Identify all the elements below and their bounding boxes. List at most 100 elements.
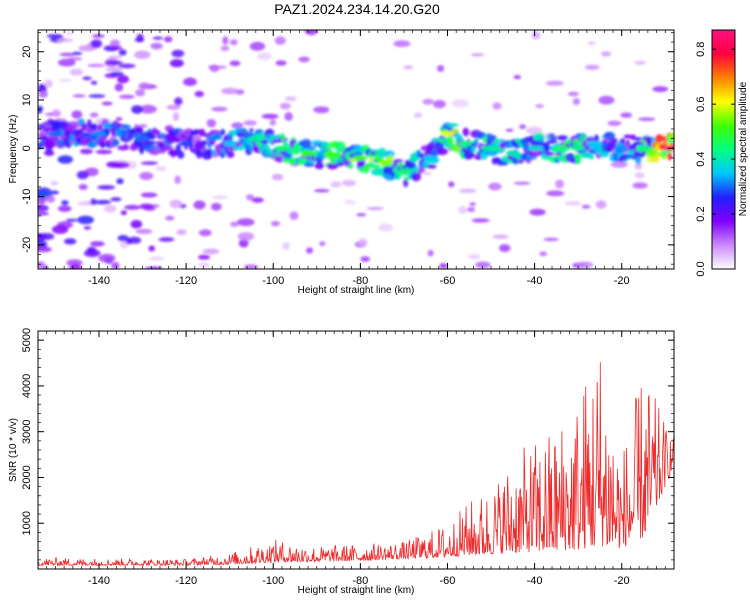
snr-y-tick-label: 1000 [21,511,33,535]
heatmap-cell [462,127,470,137]
heatmap-cell [102,122,113,129]
heatmap-peak [553,145,568,152]
heatmap-cell [635,155,642,165]
heatmap-cell [90,198,97,206]
heatmap-cell [117,235,129,242]
heatmap-cell [280,133,285,142]
heatmap-cell [160,132,165,138]
heatmap-cell [467,254,481,260]
heatmap-cell [152,36,163,40]
heatmap-cell [83,249,101,258]
snr-x-tick-label: -40 [527,575,543,587]
heatmap-peak [353,155,368,161]
heatmap-cell [619,138,626,145]
heatmap-cell [110,197,122,202]
heatmap-peak [636,145,651,152]
heatmap-cell [193,200,206,210]
heatmap-peak [135,135,150,142]
heatmap-cell [356,213,367,217]
heatmap-cell [513,75,521,80]
heatmap-cell [120,210,127,216]
snr-x-tick-label: -80 [352,575,368,587]
snr-x-ticks: -140 -120 -100 -80 -60 -40 -20 [37,331,675,587]
heatmap-cell [436,147,448,156]
heatmap-cell [134,38,145,42]
heatmap-cell [488,182,502,191]
spectrogram-x-tick-label: -100 [262,275,284,287]
spectrogram-x-tick-label: -140 [88,275,110,287]
heatmap-cell [238,238,249,248]
heatmap-cell [298,56,310,63]
heatmap-cell [545,80,564,86]
heatmap-cell [405,161,416,169]
heatmap-cell [52,109,61,117]
heatmap-cell [202,248,220,255]
heatmap-cell [222,36,229,45]
heatmap-cell [446,137,454,144]
heatmap-cell [320,141,329,148]
snr-y-ticks: 1000 2000 3000 4000 5000 [21,328,674,570]
heatmap-cell [448,181,455,188]
heatmap-cell [249,145,254,152]
spectrogram-frame [37,29,675,270]
heatmap-cell [155,165,167,172]
heatmap-cell [301,139,312,149]
heatmap-cell [513,181,531,185]
heatmap-cell [529,208,546,216]
heatmap-cell [358,238,368,247]
heatmap-cell [237,232,255,241]
colorbar: 0.0 0.2 0.4 0.6 0.8 Normalized spectral ampl… [695,29,749,277]
heatmap-cell [667,152,673,161]
heatmap-cell [220,45,230,52]
heatmap-cell [519,124,527,129]
heatmap-cell [552,135,557,141]
heatmap-peak [440,131,455,137]
heatmap-cell [304,30,318,36]
heatmap-cell [319,241,326,246]
heatmap-cell [501,161,509,166]
heatmap-cell [148,245,155,252]
heatmap-cell [256,52,272,61]
heatmap-cell [285,96,297,101]
heatmap-cell [149,256,165,261]
heatmap-cell [130,219,143,229]
heatmap-cell [147,140,157,145]
spectrogram-x-ticks: -140 -120 -100 -80 -60 -40 -20 [37,30,675,287]
colorbar-label: Normalized spectral amplitude [738,81,749,216]
heatmap-cell [246,194,255,201]
heatmap-cell [249,41,266,51]
heatmap-cell [114,83,124,92]
heatmap-cell [652,86,669,93]
colorbar-tick-label: 0.8 [695,42,707,57]
heatmap-cell [134,126,144,134]
heatmap-cell [283,140,288,147]
heatmap-cell [416,172,422,181]
heatmap-cell [134,50,151,59]
heatmap-cell [260,139,269,144]
heatmap-cell [177,150,185,159]
heatmap-cell [492,234,509,239]
heatmap-peak [48,131,63,137]
heatmap-cell [59,52,76,57]
heatmap-cell [61,200,69,206]
heatmap-cell [87,141,97,149]
heatmap-cell [366,206,385,211]
spectrogram-x-tick-label: -120 [175,275,197,287]
heatmap-cell [611,138,619,143]
heatmap-cell [543,237,559,242]
heatmap-cell [289,211,299,220]
heatmap-cell [165,215,175,221]
heatmap-cell [111,138,120,147]
heatmap-cell [623,134,632,139]
heatmap-cell [610,161,628,168]
heatmap-cell [634,60,647,65]
heatmap-peak [484,145,498,152]
spectrogram-x-tick-label: -20 [614,275,630,287]
heatmap-cell [632,182,648,189]
heatmap-cell [115,117,123,121]
heatmap-cell [80,123,88,129]
heatmap-cell [110,39,120,48]
heatmap-cell [175,143,182,153]
heatmap-cell [90,39,103,48]
